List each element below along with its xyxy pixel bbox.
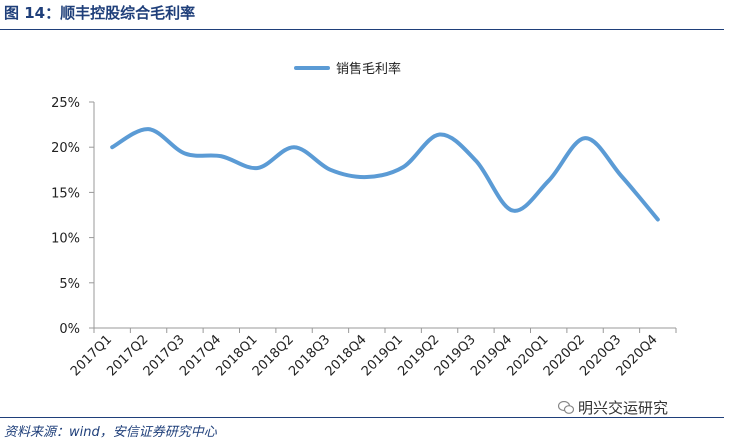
y-tick-label: 5%	[59, 277, 80, 292]
y-tick-label: 0%	[59, 322, 80, 337]
figure-title: 图 14：顺丰控股综合毛利率	[4, 4, 196, 22]
y-tick-label: 15%	[51, 186, 80, 201]
watermark: 明兴交运研究	[558, 397, 668, 418]
wechat-icon	[558, 401, 574, 414]
y-tick-label: 20%	[51, 141, 80, 156]
watermark-text: 明兴交运研究	[578, 399, 669, 417]
source-note: 资料来源：wind，安信证券研究中心	[4, 425, 217, 440]
y-tick-label: 10%	[51, 232, 80, 247]
title-divider	[0, 29, 724, 30]
footer-divider	[0, 417, 724, 418]
series-line-gross-margin	[110, 127, 660, 222]
y-tick-label: 25%	[51, 96, 80, 111]
legend-label: 销售毛利率	[336, 61, 401, 77]
